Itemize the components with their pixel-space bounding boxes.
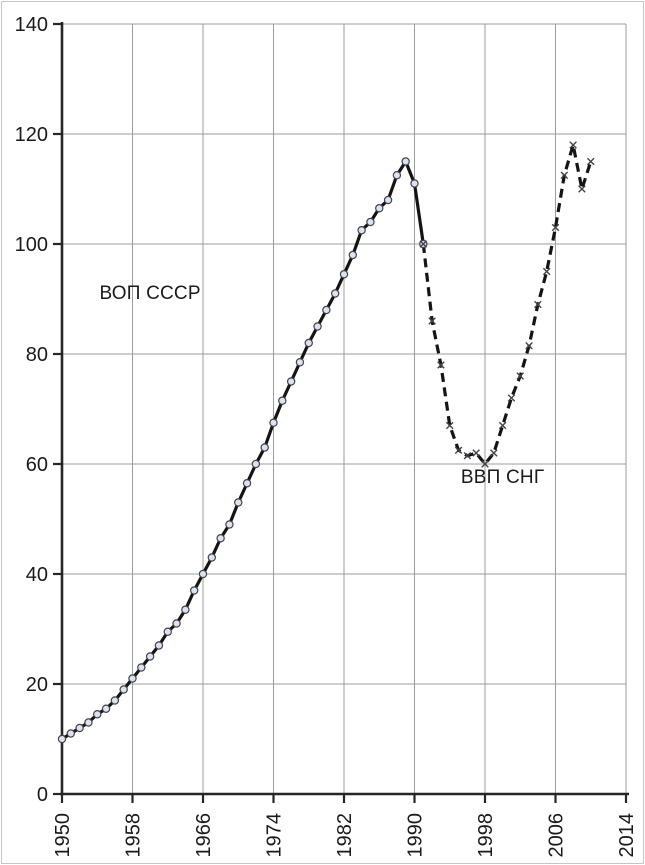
y-tick-label: 40 — [26, 564, 48, 586]
cis-data-marker — [472, 449, 480, 457]
cis-data-marker — [525, 341, 533, 350]
y-tick-label: 60 — [26, 454, 48, 476]
cis-data-marker — [578, 185, 586, 193]
ussr-data-marker — [198, 569, 208, 579]
ussr-data-marker — [181, 605, 190, 614]
ussr-data-marker — [375, 204, 384, 213]
ussr-data-marker — [322, 305, 331, 315]
ussr-data-marker — [172, 619, 181, 628]
ussr-data-marker — [189, 586, 199, 595]
ussr-data-marker — [366, 217, 375, 227]
cis-data-marker — [560, 171, 569, 180]
ussr-data-marker — [330, 289, 340, 298]
ussr-data-marker — [260, 443, 269, 452]
ussr-data-marker — [137, 663, 146, 672]
annotation-vvp-sng: ВВП СНГ — [460, 466, 545, 488]
cis-data-marker — [542, 267, 551, 276]
ussr-data-marker — [216, 534, 225, 543]
x-tick-label: 1966 — [193, 813, 215, 858]
ussr-series-line — [61, 159, 425, 741]
ussr-data-marker — [304, 338, 313, 348]
cis-data-marker — [551, 223, 560, 232]
y-tick-label: 120 — [15, 124, 48, 146]
cis-data-marker — [428, 317, 436, 325]
cis-data-marker — [454, 446, 463, 455]
cis-data-marker — [507, 394, 516, 402]
x-tick-label: 1974 — [264, 813, 286, 858]
ussr-data-marker — [278, 396, 287, 405]
cis-data-marker — [569, 141, 577, 149]
ussr-data-marker — [357, 226, 366, 235]
cis-data-marker — [490, 449, 498, 457]
ussr-data-marker — [339, 270, 349, 279]
y-tick-label: 100 — [15, 234, 48, 256]
cis-data-marker — [498, 421, 507, 430]
ussr-data-marker — [207, 553, 217, 562]
ussr-data-marker — [75, 723, 84, 733]
ussr-data-marker — [154, 641, 164, 650]
cis-data-marker — [534, 300, 542, 309]
ussr-data-marker — [225, 520, 234, 529]
ussr-data-marker — [66, 729, 76, 738]
x-tick-label: 1990 — [405, 813, 427, 858]
ussr-data-marker — [145, 652, 155, 661]
ussr-data-marker — [313, 322, 322, 331]
cis-data-marker — [516, 372, 525, 380]
ussr-data-marker — [101, 704, 111, 713]
cis-data-marker — [437, 361, 445, 369]
cis-data-marker — [586, 157, 595, 166]
x-tick-label: 2014 — [616, 813, 638, 858]
ussr-data-marker — [234, 498, 243, 507]
ussr-data-marker — [163, 627, 172, 636]
x-tick-label: 1982 — [334, 813, 356, 858]
y-tick-label: 140 — [15, 14, 48, 36]
y-tick-label: 0 — [37, 784, 48, 806]
ussr-data-marker — [128, 674, 137, 683]
x-tick-label: 1958 — [123, 813, 145, 858]
cis-data-marker — [419, 240, 428, 248]
ussr-data-marker — [57, 734, 67, 744]
ussr-data-marker — [401, 157, 410, 166]
ussr-data-marker — [84, 718, 93, 727]
y-tick-label: 20 — [26, 674, 48, 696]
cis-data-marker — [463, 451, 472, 460]
ussr-data-marker — [242, 479, 252, 488]
cis-series-line — [421, 143, 593, 466]
cis-data-marker — [481, 460, 489, 468]
ussr-data-marker — [93, 710, 102, 719]
ussr-data-marker — [348, 250, 358, 260]
x-tick-label: 1950 — [52, 813, 74, 858]
cis-data-marker — [445, 421, 454, 430]
ussr-data-marker — [269, 418, 278, 427]
ussr-data-marker — [410, 179, 419, 188]
ussr-data-marker — [110, 696, 120, 705]
y-tick-label: 80 — [26, 344, 48, 366]
ussr-data-marker — [286, 377, 296, 386]
x-tick-label: 2006 — [546, 813, 568, 858]
ussr-data-marker — [295, 358, 305, 367]
ussr-data-marker — [251, 459, 261, 469]
ussr-data-marker — [383, 195, 393, 205]
annotation-vop-sssr: ВОП СССР — [99, 282, 201, 304]
ussr-data-marker — [392, 171, 402, 180]
ussr-data-marker — [119, 685, 128, 694]
x-tick-label: 1998 — [475, 813, 497, 858]
